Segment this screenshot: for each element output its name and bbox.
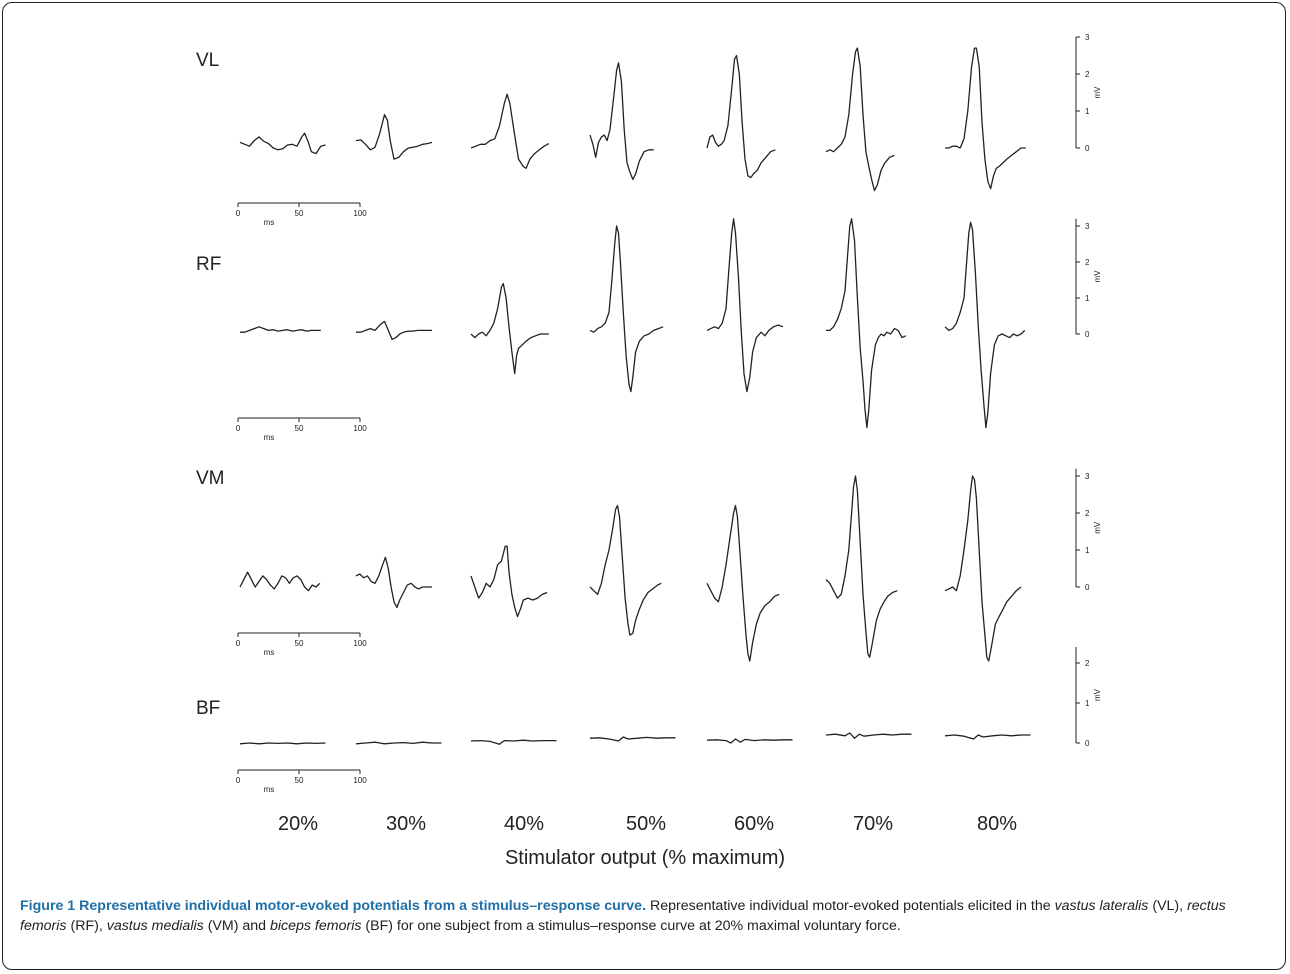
caption-title: Representative individual motor-evoked p… <box>79 898 646 914</box>
category-label-20pct: 20% <box>278 813 318 835</box>
trace-bf-60pct <box>707 739 793 743</box>
trace-vl-20pct <box>240 133 326 153</box>
panel-label-vl: VL <box>196 50 219 71</box>
amp-tick-label-3: 3 <box>1085 472 1090 481</box>
trace-rf-30pct <box>356 321 432 339</box>
amp-tick-label-1: 1 <box>1085 107 1090 116</box>
trace-vm-40pct <box>471 546 547 616</box>
amp-tick-label-1: 1 <box>1085 699 1090 708</box>
caption-text-1: Representative individual motor-evoked p… <box>650 898 1051 914</box>
trace-vm-80pct <box>945 476 1021 661</box>
panel-label-bf: BF <box>196 698 220 719</box>
caption-rf-abbr: (RF), <box>70 918 102 934</box>
amp-tick-label-2: 2 <box>1085 659 1090 668</box>
amp-tick-label-0: 0 <box>1085 739 1090 748</box>
amp-tick-label-1: 1 <box>1085 546 1090 555</box>
caption-bf-name: biceps femoris <box>270 918 361 934</box>
trace-vm-60pct <box>707 506 779 661</box>
amp-tick-label-2: 2 <box>1085 258 1090 267</box>
trace-bf-30pct <box>356 742 442 744</box>
panel-label-rf: RF <box>196 254 221 275</box>
trace-vl-40pct <box>471 94 549 168</box>
time-tick-label-0: 0 <box>236 424 241 433</box>
trace-bf-80pct <box>945 735 1031 739</box>
panel-label-vm: VM <box>196 468 225 489</box>
amp-axis-label: mV <box>1093 86 1102 99</box>
category-label-40pct: 40% <box>504 813 544 835</box>
amp-tick-label-2: 2 <box>1085 70 1090 79</box>
x-axis-label: Stimulator output (% maximum) <box>505 847 785 869</box>
amp-axis-label: mV <box>1093 521 1102 534</box>
time-tick-label-50: 50 <box>295 639 304 648</box>
category-label-80pct: 80% <box>977 813 1017 835</box>
amp-axis-label: mV <box>1093 688 1102 701</box>
panel-rf: RF 0 50 100 ms 0 1 2 3 mV <box>196 219 1102 442</box>
amp-tick-label-1: 1 <box>1085 294 1090 303</box>
trace-vm-70pct <box>826 476 897 657</box>
time-tick-label-50: 50 <box>295 776 304 785</box>
trace-rf-60pct <box>707 219 783 392</box>
time-tick-label-0: 0 <box>236 639 241 648</box>
time-tick-label-100: 100 <box>353 776 367 785</box>
trace-vl-50pct <box>590 63 654 179</box>
caption-text-2: (BF) for one subject from a stimulus–res… <box>365 918 900 934</box>
amp-tick-label-0: 0 <box>1085 583 1090 592</box>
time-tick-label-0: 0 <box>236 776 241 785</box>
panel-bf: BF 0 50 100 ms 0 1 2 mV <box>196 647 1102 794</box>
time-tick-label-50: 50 <box>295 424 304 433</box>
trace-vl-60pct <box>707 56 775 178</box>
trace-rf-70pct <box>826 219 906 428</box>
category-label-60pct: 60% <box>734 813 774 835</box>
trace-rf-20pct <box>240 327 321 332</box>
time-axis-label: ms <box>264 218 275 227</box>
trace-vl-80pct <box>945 48 1026 189</box>
time-axis-label: ms <box>264 785 275 794</box>
caption-label: Figure 1 <box>20 898 75 914</box>
amp-tick-label-0: 0 <box>1085 330 1090 339</box>
trace-bf-40pct <box>471 740 557 744</box>
caption-vl-abbr: (VL), <box>1152 898 1183 914</box>
category-label-50pct: 50% <box>626 813 666 835</box>
category-label-30pct: 30% <box>386 813 426 835</box>
trace-bf-50pct <box>590 737 676 741</box>
time-tick-label-50: 50 <box>295 209 304 218</box>
category-label-70pct: 70% <box>853 813 893 835</box>
trace-rf-40pct <box>471 284 549 374</box>
time-tick-label-100: 100 <box>353 424 367 433</box>
amp-axis-label: mV <box>1093 270 1102 283</box>
time-axis-label: ms <box>264 648 275 657</box>
trace-bf-20pct <box>240 743 326 744</box>
stimulus-category-labels: 20% 30% 40% 50% 60% 70% 80% <box>278 813 1017 835</box>
amp-tick-label-2: 2 <box>1085 509 1090 518</box>
amp-tick-label-0: 0 <box>1085 144 1090 153</box>
panel-vm: VM 0 50 100 ms 0 1 2 3 mV <box>196 468 1102 661</box>
trace-vl-30pct <box>356 115 432 159</box>
panel-vl: VL 0 50 100 ms 0 1 2 3 mV <box>196 33 1102 227</box>
amp-tick-label-3: 3 <box>1085 33 1090 42</box>
trace-rf-80pct <box>945 222 1025 427</box>
time-axis-label: ms <box>264 433 275 442</box>
trace-vm-50pct <box>590 506 661 635</box>
trace-vm-20pct <box>240 572 320 591</box>
time-tick-label-100: 100 <box>353 639 367 648</box>
trace-vl-70pct <box>826 48 894 191</box>
time-tick-label-0: 0 <box>236 209 241 218</box>
time-tick-label-100: 100 <box>353 209 367 218</box>
trace-vm-30pct <box>356 557 432 607</box>
amp-tick-label-3: 3 <box>1085 222 1090 231</box>
caption-vm-abbr: (VM) and <box>208 918 266 934</box>
figure-caption: Figure 1 Representative individual motor… <box>20 896 1270 936</box>
caption-vl-name: vastus lateralis <box>1055 898 1149 914</box>
trace-rf-50pct <box>590 226 663 392</box>
caption-vm-name: vastus medialis <box>107 918 204 934</box>
trace-bf-70pct <box>826 733 912 738</box>
